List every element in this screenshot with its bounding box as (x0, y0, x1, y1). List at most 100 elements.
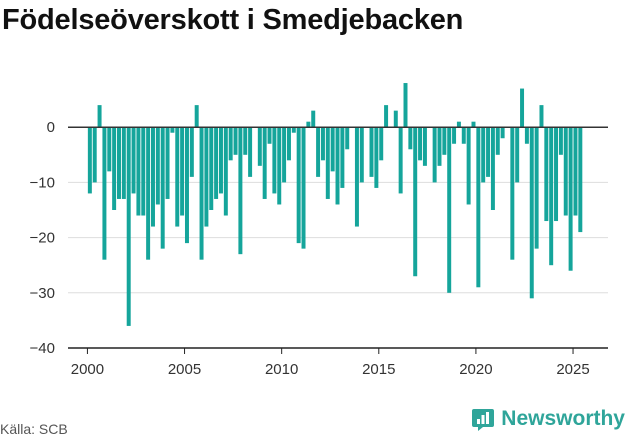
bar (369, 127, 374, 177)
bar (214, 127, 219, 199)
bar (175, 127, 180, 227)
bar (291, 127, 296, 133)
bar (539, 105, 544, 128)
bar (301, 127, 306, 249)
bar (524, 127, 529, 144)
bar (320, 127, 325, 161)
bar (112, 127, 117, 210)
y-tick-label: −20 (30, 230, 55, 247)
bar (515, 127, 520, 183)
bar (296, 127, 301, 244)
chart-title: Födelseöverskott i Smedjebacken (2, 4, 464, 36)
bar (447, 127, 452, 293)
bar (248, 127, 253, 177)
bar (141, 127, 146, 216)
bar (150, 127, 155, 227)
bar (238, 127, 243, 255)
bar (490, 127, 495, 210)
bar (243, 127, 248, 155)
bar (199, 127, 204, 260)
bar (379, 127, 384, 161)
bar (466, 127, 471, 205)
bar (398, 127, 403, 194)
bar (121, 127, 126, 199)
bar (209, 127, 214, 210)
bar (432, 127, 437, 183)
bar (180, 127, 185, 216)
bar (194, 105, 199, 128)
bar (495, 127, 500, 155)
bar (418, 127, 423, 161)
bar (330, 127, 335, 172)
bar (155, 127, 160, 205)
newsworthy-logo-icon (472, 409, 495, 431)
bar (374, 127, 379, 188)
bar (354, 127, 359, 227)
bar (277, 127, 282, 205)
bar (573, 127, 578, 216)
bar (544, 127, 549, 222)
bar (500, 127, 505, 139)
x-tick-label: 2005 (168, 361, 201, 378)
bars (87, 83, 583, 326)
bar (393, 110, 398, 128)
bar (408, 127, 413, 150)
bar (316, 127, 321, 177)
bar (131, 127, 136, 194)
bar (272, 127, 277, 194)
bar (529, 127, 534, 299)
bar (442, 127, 447, 155)
bar (116, 127, 121, 199)
bar (92, 127, 97, 183)
bar (563, 127, 568, 216)
bar (218, 127, 223, 194)
bar (345, 127, 350, 150)
bar (359, 127, 364, 183)
x-tick-label: 2015 (362, 361, 395, 378)
x-tick-label: 2020 (459, 361, 492, 378)
bar (558, 127, 563, 155)
y-tick-label: −30 (30, 285, 55, 302)
bar (422, 127, 427, 166)
bar (97, 105, 102, 128)
bar (87, 127, 92, 194)
bar (510, 127, 515, 260)
bar (554, 127, 559, 222)
bar (282, 127, 287, 183)
bar (534, 127, 539, 249)
bar (578, 127, 583, 233)
bar (165, 127, 170, 199)
bar (476, 127, 481, 288)
bar (549, 127, 554, 266)
y-tick-label: −10 (30, 174, 55, 191)
bar (267, 127, 272, 144)
bar (136, 127, 141, 216)
bar (456, 121, 461, 128)
y-tick-label: 0 (47, 119, 55, 136)
x-tick-label: 2010 (265, 361, 298, 378)
bar (189, 127, 194, 177)
y-tick-label: −40 (30, 340, 55, 357)
bar (520, 88, 525, 128)
bar (262, 127, 267, 199)
bar (437, 127, 442, 166)
bar (160, 127, 165, 249)
bar (384, 105, 389, 128)
bar (204, 127, 209, 227)
bar (471, 121, 476, 128)
bar (184, 127, 189, 244)
bar (146, 127, 151, 260)
bar (126, 127, 131, 326)
bar (486, 127, 491, 177)
x-tick-label: 2025 (556, 361, 589, 378)
x-tick-label: 2000 (71, 361, 104, 378)
bar (102, 127, 107, 260)
bar (325, 127, 330, 199)
bar (286, 127, 291, 161)
bar (481, 127, 486, 183)
bar (170, 127, 175, 133)
bar (413, 127, 418, 277)
bar (306, 121, 311, 128)
bar (461, 127, 466, 144)
